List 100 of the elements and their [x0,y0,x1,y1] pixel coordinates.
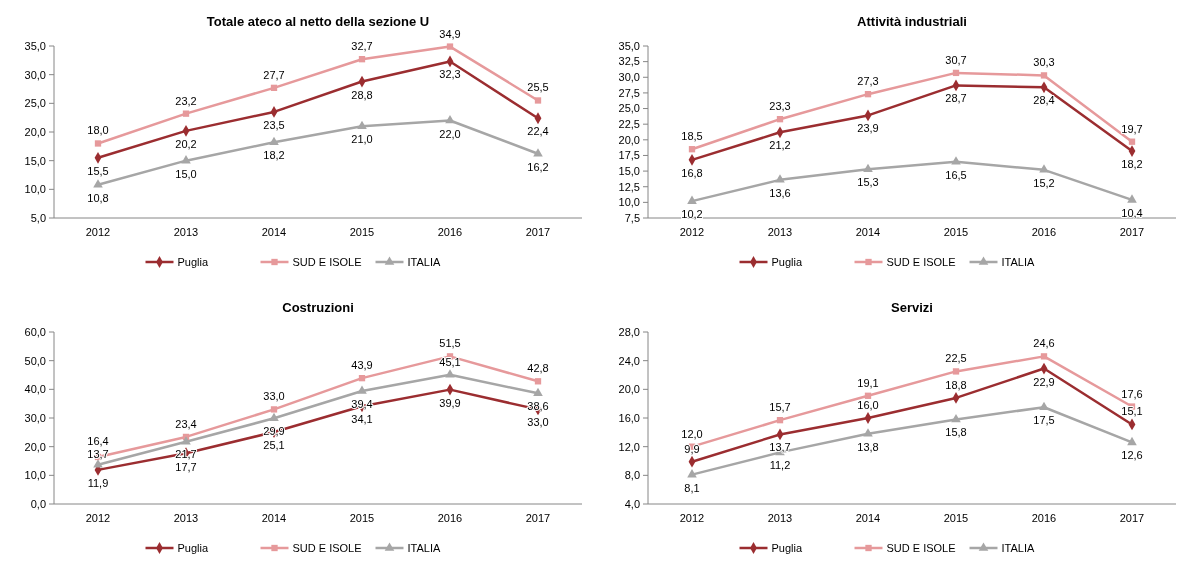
point [269,412,279,422]
chart-title: Servizi [891,300,933,315]
point [358,56,366,63]
data-label: 16,0 [857,399,879,411]
y-tick-label: 27,5 [618,86,640,99]
y-tick-label: 24,0 [618,354,640,367]
x-tick-label: 2015 [943,226,969,238]
x-tick-label: 2014 [261,226,287,238]
data-label: 28,4 [1033,94,1055,107]
x-tick-label: 2014 [855,512,881,524]
data-label: 12,0 [681,427,703,440]
data-label: 22,5 [945,352,967,365]
data-label: 15,0 [175,167,197,180]
x-tick-label: 2014 [261,512,287,524]
legend-label: ITALIA [407,255,441,268]
data-label: 8,1 [684,481,700,494]
x-tick-label: 2016 [437,512,463,524]
data-label: 23,4 [175,417,197,430]
y-tick-label: 10,0 [618,196,640,209]
data-label: 28,7 [945,92,967,105]
y-tick-label: 16,0 [618,411,640,424]
chart-title: Totale ateco al netto della sezione U [206,14,430,29]
data-label: 15,5 [87,164,109,177]
data-label: 17,5 [1033,414,1055,427]
point [863,163,873,172]
point [687,195,697,204]
data-label: 15,8 [945,426,967,439]
point [1128,138,1136,145]
legend-label: SUD E ISOLE [292,541,362,554]
data-label: 39,9 [439,396,461,409]
point [952,368,960,375]
point [182,110,190,117]
data-label: 13,7 [769,441,791,454]
legend-label: ITALIA [407,541,441,554]
legend-label: Puglia [771,541,803,554]
y-tick-label: 50,0 [24,354,46,367]
data-label: 17,6 [1121,387,1143,400]
y-tick-label: 22,5 [618,118,640,131]
point [270,406,278,413]
point [776,116,784,123]
data-label: 22,0 [439,127,461,140]
y-tick-label: 35,0 [618,39,640,52]
data-label: 30,7 [945,53,967,66]
data-label: 10,8 [87,191,109,204]
legend-label: SUD E ISOLE [292,255,362,268]
data-label: 22,9 [1033,375,1055,388]
point [863,428,873,437]
y-tick-label: 10,0 [24,469,46,482]
y-tick-label: 20,0 [24,440,46,453]
y-tick-label: 20,0 [24,125,46,138]
data-label: 21,0 [351,133,373,146]
data-label: 20,2 [175,137,197,150]
data-label: 28,8 [351,88,373,101]
point [776,416,784,424]
x-tick-label: 2014 [855,226,881,238]
data-label: 18,8 [945,378,967,391]
point [181,436,191,445]
legend-label: Puglia [771,255,803,268]
point [864,91,872,98]
data-label: 27,7 [263,68,285,81]
point [357,120,367,130]
y-tick-label: 30,0 [24,411,46,424]
data-label: 16,4 [87,435,109,448]
point [270,84,278,92]
y-tick-label: 35,0 [24,39,46,52]
y-tick-label: 15,0 [618,164,640,177]
data-label: 32,7 [351,40,373,53]
y-tick-label: 7,5 [624,211,640,224]
data-label: 10,4 [1121,206,1143,219]
y-tick-label: 40,0 [24,383,46,396]
point [93,179,103,188]
data-label: 23,3 [769,100,791,113]
y-tick-label: 4,0 [624,497,640,510]
data-label: 16,5 [945,168,967,181]
point [1039,401,1049,411]
y-tick-label: 28,0 [618,325,640,338]
data-label: 15,3 [857,176,879,189]
data-label: 23,5 [263,118,285,131]
y-tick-label: 20,0 [618,133,640,146]
point [775,174,785,183]
point [864,392,872,399]
x-tick-label: 2017 [1119,512,1145,524]
legend-label: ITALIA [1001,541,1035,554]
data-label: 13,6 [769,186,791,199]
data-label: 9,9 [684,442,700,455]
data-label: 23,2 [175,94,197,107]
x-tick-label: 2012 [679,226,705,238]
point [534,97,542,104]
y-tick-label: 30,0 [24,68,46,81]
x-tick-label: 2013 [767,512,793,524]
data-label: 15,2 [1033,176,1055,189]
data-label: 18,2 [1121,158,1143,171]
y-tick-label: 20,0 [618,383,640,396]
data-label: 34,1 [351,413,373,426]
data-label: 15,7 [769,401,791,414]
point [952,69,960,77]
point [534,378,542,385]
point [1127,194,1137,203]
point [358,374,366,382]
x-tick-label: 2017 [525,512,551,524]
